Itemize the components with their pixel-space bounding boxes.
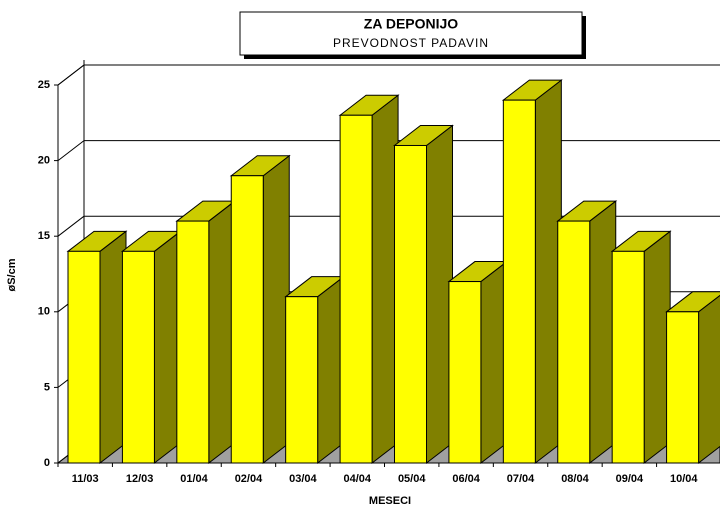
bar	[502, 99, 536, 464]
x-tick-label: 12/03	[126, 473, 154, 485]
bar	[67, 250, 101, 464]
bar	[285, 296, 319, 464]
y-tick-label: 5	[44, 381, 50, 393]
bar	[394, 144, 427, 464]
bar	[611, 250, 645, 464]
y-tick-label: 15	[38, 230, 50, 242]
bar	[666, 311, 700, 464]
x-tick-label: 11/03	[72, 473, 99, 485]
title-box	[239, 11, 583, 56]
x-tick-label: 09/04	[616, 473, 644, 485]
y-tick-label: 10	[38, 306, 50, 318]
depth-line	[57, 64, 85, 86]
x-axis-label: MESECI	[369, 495, 411, 507]
x-tick-label: 10/04	[670, 473, 698, 485]
chart-subtitle: PREVODNOST PADAVIN	[333, 36, 489, 50]
bar	[339, 114, 373, 464]
y-axis-label: øS/cm	[6, 258, 18, 291]
bar	[121, 250, 155, 464]
bar	[230, 175, 264, 464]
x-tick-label: 05/04	[398, 473, 426, 485]
x-tick-label: 03/04	[289, 473, 317, 485]
y-tick-label: 0	[44, 457, 50, 469]
x-tick-label: 04/04	[344, 473, 372, 485]
depth-line	[57, 215, 85, 237]
depth-line	[57, 140, 85, 161]
bar	[448, 281, 482, 464]
bar-side	[698, 294, 720, 465]
x-tick-label: 06/04	[452, 473, 480, 485]
x-tick-label: 07/04	[507, 473, 535, 485]
x-tick-label: 08/04	[561, 473, 589, 485]
x-tick-label: 02/04	[235, 473, 263, 485]
bar	[557, 220, 591, 464]
y-tick-label: 25	[38, 79, 50, 91]
bar	[176, 220, 210, 464]
y-tick-label: 20	[38, 155, 50, 167]
chart-title: ZA DEPONIJO	[364, 16, 458, 32]
x-tick-label: 01/04	[180, 473, 208, 485]
